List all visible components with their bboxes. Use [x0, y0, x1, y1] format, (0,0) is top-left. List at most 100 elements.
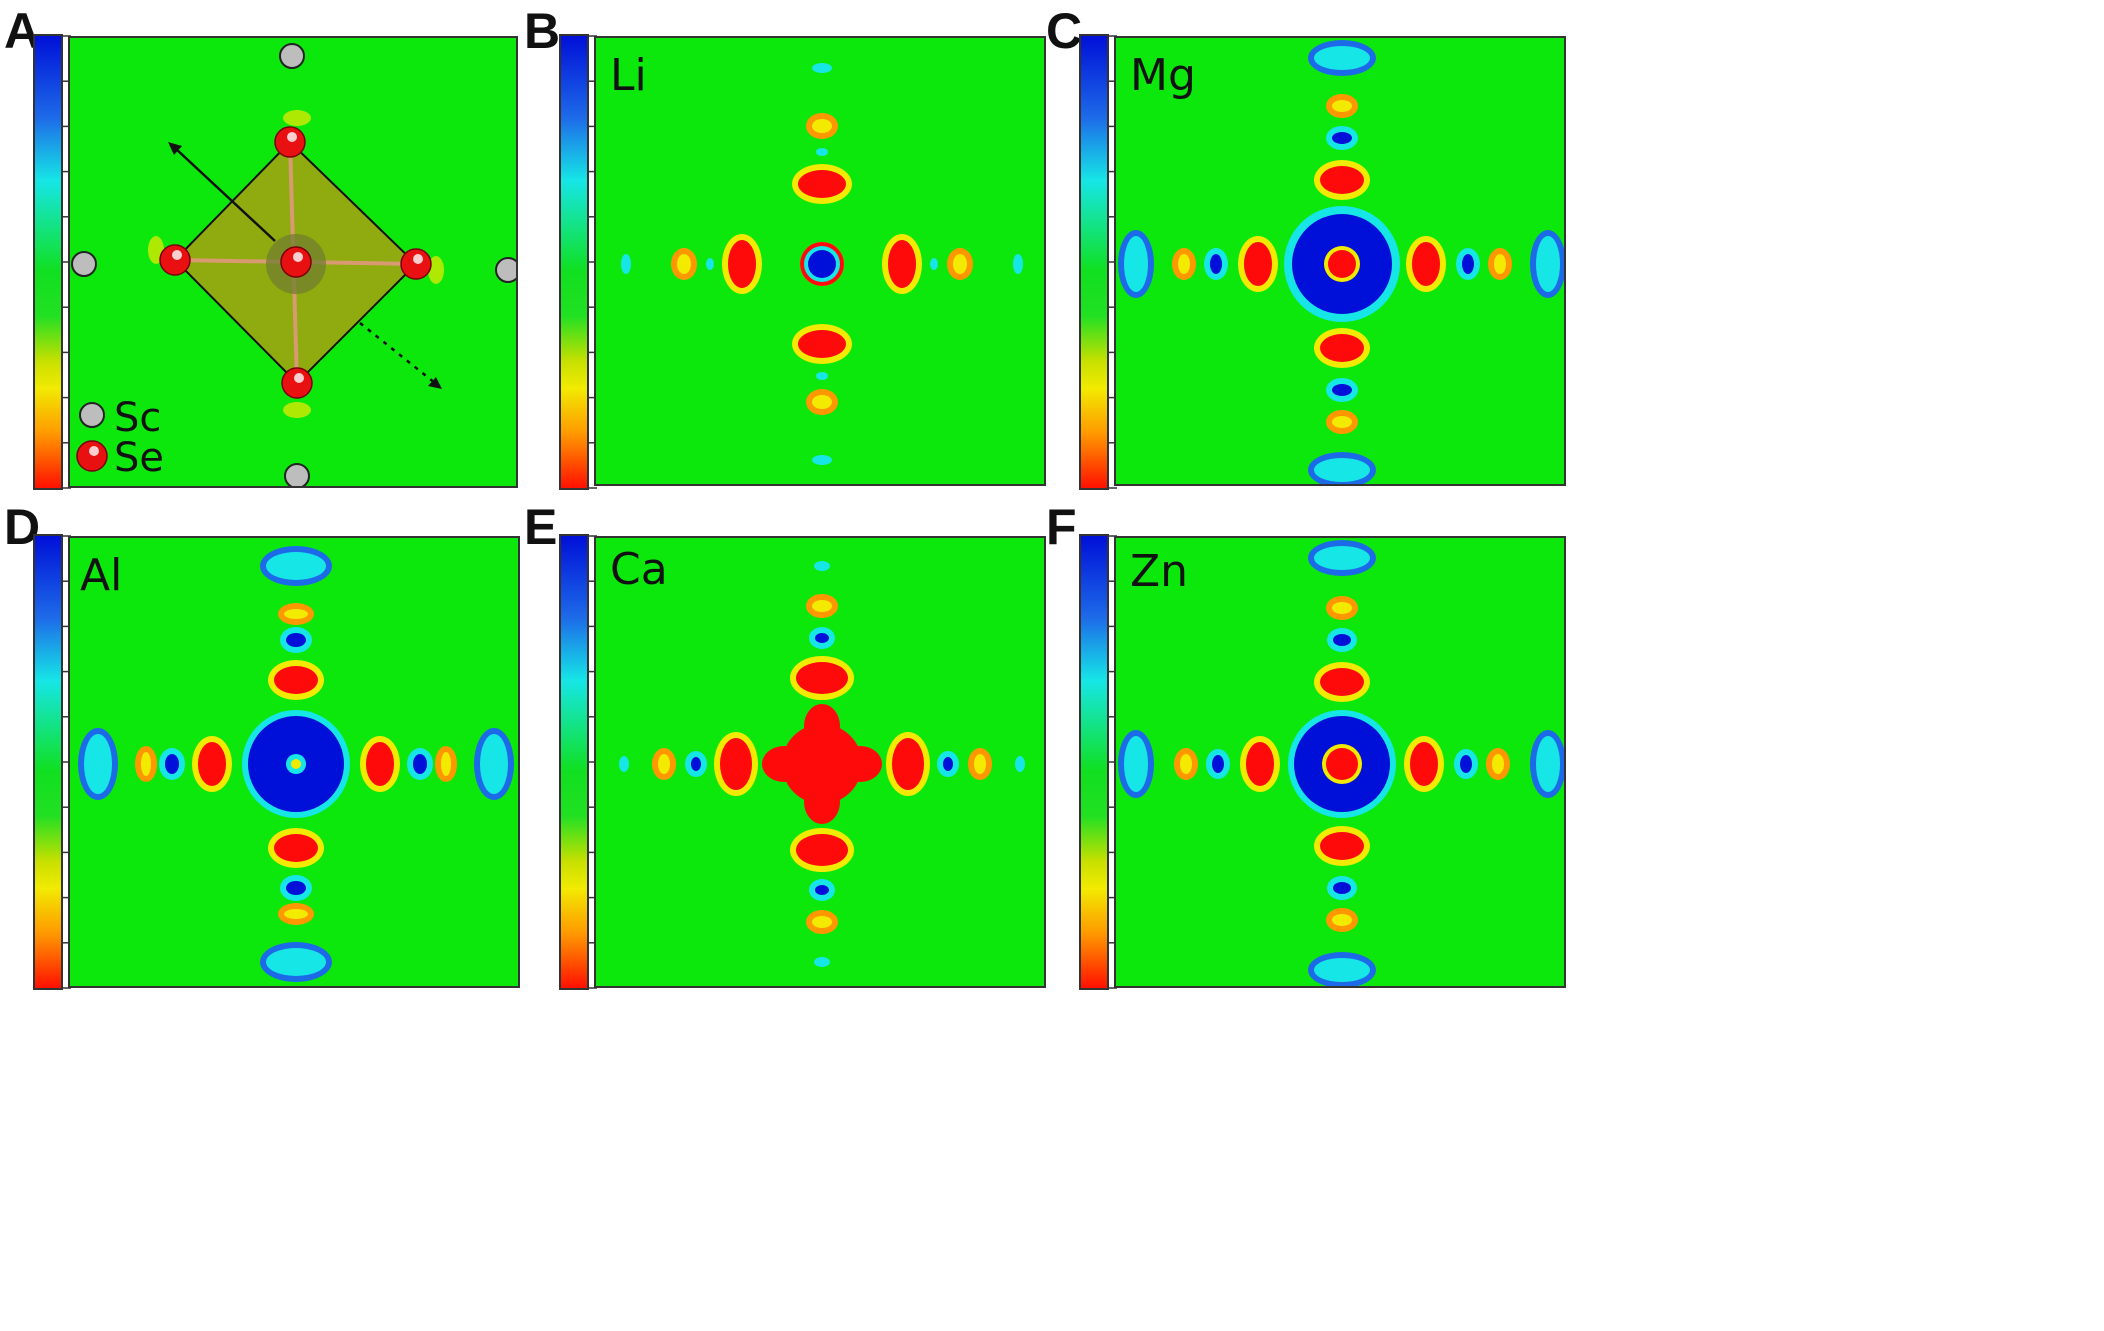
- sc-atoms: [71, 43, 516, 486]
- density-lobe: [280, 627, 312, 653]
- density-lobe: [762, 746, 806, 782]
- colorbar-c: [1079, 34, 1109, 490]
- density-lobe: [814, 561, 830, 571]
- density-lobe: [621, 254, 631, 274]
- density-lobe: [291, 759, 301, 769]
- density-lobe: [1308, 40, 1376, 76]
- density-lobe: [782, 724, 862, 804]
- density-lobe: [1174, 748, 1198, 780]
- colorbar-d: [33, 534, 63, 990]
- colorbar-b: [559, 34, 589, 490]
- density-lobe: [1314, 160, 1370, 200]
- plot-c: Mg: [1114, 36, 1566, 486]
- plot-f: Zn: [1114, 536, 1566, 988]
- density-lobe: [790, 828, 854, 872]
- density-lobe: [1486, 748, 1510, 780]
- density-lobe: [1013, 254, 1023, 274]
- density-map-f: [1118, 540, 1564, 986]
- density-lobe: [268, 828, 324, 868]
- plot-b: Li: [594, 36, 1046, 486]
- density-lobe: [804, 704, 840, 748]
- density-lobe: [804, 780, 840, 824]
- density-lobe: [1327, 628, 1357, 652]
- density-lobe: [1328, 250, 1356, 278]
- legend-label-se: Se: [114, 435, 164, 481]
- legend-label-sc: Sc: [114, 395, 162, 441]
- density-lobe: [1326, 94, 1358, 118]
- density-lobe: [260, 942, 332, 982]
- colorbar-f: [1079, 534, 1109, 990]
- density-lobe: [947, 248, 973, 280]
- density-lobe: [1314, 328, 1370, 368]
- density-lobe: [619, 756, 629, 772]
- atom-legend: [76, 402, 108, 472]
- density-lobe: [1406, 236, 1446, 292]
- density-lobe: [1240, 736, 1280, 792]
- colorbar-e: [559, 534, 589, 990]
- density-lobe: [1118, 230, 1154, 298]
- density-lobe: [808, 250, 836, 278]
- element-label-d: Al: [80, 550, 123, 601]
- density-lobe: [1308, 452, 1376, 484]
- density-lobe: [816, 372, 828, 380]
- density-lobe: [714, 732, 758, 796]
- density-lobe: [435, 746, 457, 782]
- density-lobe: [814, 957, 830, 967]
- density-lobe: [1454, 749, 1478, 779]
- density-lobe: [1326, 908, 1358, 932]
- density-lobe: [1314, 826, 1370, 866]
- colorbar-a: [33, 34, 63, 490]
- density-lobe: [1326, 410, 1358, 434]
- density-lobe: [882, 234, 922, 294]
- density-lobe: [260, 546, 332, 586]
- density-lobe: [806, 389, 838, 415]
- density-lobe: [1326, 748, 1358, 780]
- plot-e: Ca: [594, 536, 1046, 988]
- panel-letter-e: E: [524, 499, 558, 555]
- density-lobe: [1530, 730, 1564, 798]
- density-lobe: [806, 594, 838, 618]
- density-lobe: [806, 910, 838, 934]
- density-lobe: [1308, 540, 1376, 576]
- density-lobe: [1530, 230, 1564, 298]
- density-lobe: [280, 875, 312, 901]
- density-lobe: [360, 736, 400, 792]
- density-map-b: [621, 63, 1023, 465]
- density-lobe: [968, 748, 992, 780]
- panel-letter-c: C: [1046, 3, 1083, 59]
- density-lobe: [1204, 248, 1228, 280]
- density-lobe: [1488, 248, 1512, 280]
- density-lobe: [1456, 248, 1480, 280]
- density-lobe: [706, 258, 714, 270]
- density-lobe: [937, 751, 959, 777]
- density-lobe: [812, 455, 832, 465]
- density-lobe: [1015, 756, 1025, 772]
- density-lobe: [1327, 876, 1357, 900]
- density-lobe: [1206, 749, 1230, 779]
- element-label-f: Zn: [1130, 546, 1189, 597]
- density-lobe: [930, 258, 938, 270]
- density-lobe: [809, 879, 835, 901]
- density-lobe: [838, 746, 882, 782]
- plot-a: Sc Se: [68, 36, 518, 488]
- density-lobe: [816, 148, 828, 156]
- density-lobe: [135, 746, 157, 782]
- element-label-c: Mg: [1130, 50, 1196, 101]
- density-lobe: [278, 603, 314, 625]
- density-lobe: [806, 113, 838, 139]
- element-label-b: Li: [610, 50, 647, 101]
- density-lobe: [474, 728, 514, 800]
- density-lobe: [1308, 952, 1376, 986]
- density-lobe: [792, 324, 852, 364]
- density-lobe: [1404, 736, 1444, 792]
- density-lobe: [809, 627, 835, 649]
- density-lobe: [407, 748, 433, 780]
- density-lobe: [792, 164, 852, 204]
- density-lobe: [685, 751, 707, 777]
- density-lobe: [812, 63, 832, 73]
- density-lobe: [671, 248, 697, 280]
- density-lobe: [722, 234, 762, 294]
- density-lobe: [1238, 236, 1278, 292]
- density-lobe: [652, 748, 676, 780]
- density-lobe: [192, 736, 232, 792]
